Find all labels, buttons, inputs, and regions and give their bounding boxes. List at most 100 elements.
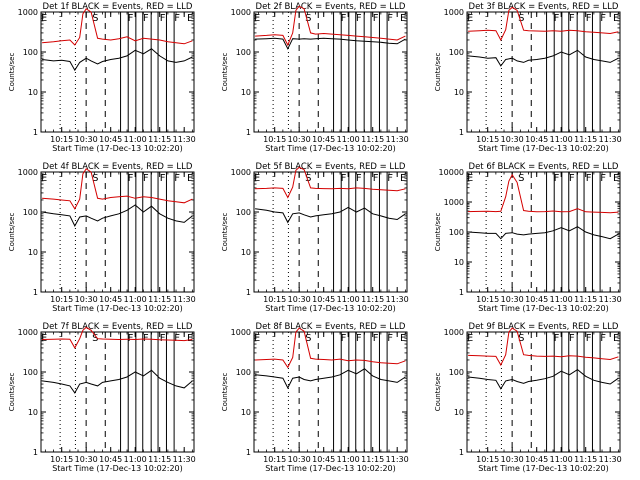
- y-tick-label: 1000: [444, 328, 464, 337]
- y-axis-label: Counts/sec: [434, 213, 442, 252]
- y-axis-label: Counts/sec: [434, 373, 442, 412]
- chart-panel-6: Det 6f BLACK = Events, RED = LLD 1 10 100 10…: [434, 162, 622, 313]
- events-series-line: [255, 206, 406, 224]
- y-tick-label: 1000: [18, 168, 38, 177]
- chart-title: Det 6f BLACK = Events, RED = LLD: [469, 162, 619, 172]
- x-tick-label: 11:30: [599, 135, 622, 144]
- x-tick-label: 10:15: [476, 295, 499, 304]
- x-tick-label: 10:45: [525, 295, 548, 304]
- x-tick-label: 10:45: [525, 135, 548, 144]
- interval-marker-label: S: [92, 333, 98, 344]
- interval-marker-label: E: [613, 13, 619, 24]
- interval-marker-label: F: [341, 333, 347, 344]
- y-tick-label: 1: [459, 128, 464, 137]
- y-tick-label: 100: [449, 228, 464, 237]
- interval-marker-label: F: [586, 173, 592, 184]
- x-tick-label: 10:30: [501, 135, 524, 144]
- interval-marker-label: F: [387, 173, 393, 184]
- x-axis-label: Start Time (17-Dec-13 10:02:20): [265, 304, 396, 313]
- lld-series-line: [255, 5, 406, 47]
- x-tick-label: 10:45: [99, 455, 122, 464]
- y-tick-label: 10: [454, 258, 464, 267]
- y-tick-label: 100: [236, 48, 251, 57]
- interval-marker-label: F: [174, 173, 180, 184]
- y-axis-label: Counts/sec: [221, 53, 229, 92]
- interval-marker-label: F: [600, 173, 606, 184]
- x-axis-label: Start Time (17-Dec-13 10:02:20): [52, 144, 183, 153]
- plot-frame: [253, 171, 408, 293]
- interval-marker-label: F: [356, 173, 362, 184]
- events-series-line: [468, 368, 619, 390]
- plot-frame: [466, 171, 621, 293]
- y-tick-label: 100: [449, 48, 464, 57]
- chart-panel-8: Det 8f BLACK = Events, RED = LLD 1 10 100 10…: [221, 322, 409, 473]
- y-axis-label: Counts/sec: [8, 373, 16, 412]
- y-tick-label: 1000: [18, 328, 38, 337]
- y-tick-label: 100: [23, 368, 38, 377]
- x-tick-label: 10:15: [476, 135, 499, 144]
- interval-marker-label: F: [569, 13, 575, 24]
- interval-marker-label: S: [305, 333, 311, 344]
- chart-panel-9: Det 9f BLACK = Events, RED = LLD 1 10 100 10…: [434, 322, 622, 473]
- interval-marker-label: F: [569, 173, 575, 184]
- lld-series-line: [255, 327, 406, 369]
- x-tick-label: 10:45: [312, 135, 335, 144]
- x-tick-label: 10:45: [99, 135, 122, 144]
- chart-title: Det 7f BLACK = Events, RED = LLD: [43, 322, 193, 332]
- y-tick-label: 1: [33, 128, 38, 137]
- x-tick-label: 10:15: [476, 455, 499, 464]
- x-tick-label: 11:30: [386, 455, 409, 464]
- y-tick-label: 1000: [444, 198, 464, 207]
- interval-marker-label: F: [356, 333, 362, 344]
- y-tick-label: 100: [236, 208, 251, 217]
- interval-marker-label: F: [586, 13, 592, 24]
- x-tick-label: 11:30: [599, 295, 622, 304]
- y-tick-label: 1000: [444, 8, 464, 17]
- x-tick-label: 10:30: [75, 135, 98, 144]
- lld-series-line: [468, 173, 619, 214]
- interval-marker-label: E: [400, 333, 406, 344]
- x-tick-label: 10:15: [263, 455, 286, 464]
- chart-panel-1: Det 1f BLACK = Events, RED = LLD 1 10 100 10…: [8, 2, 196, 153]
- x-tick-label: 11:30: [173, 135, 196, 144]
- interval-marker-label: S: [92, 13, 98, 24]
- x-axis-label: Start Time (17-Dec-13 10:02:20): [478, 464, 609, 473]
- y-tick-label: 1000: [18, 8, 38, 17]
- plot-frame: [40, 171, 195, 293]
- x-axis-label: Start Time (17-Dec-13 10:02:20): [52, 304, 183, 313]
- events-series-line: [42, 48, 193, 72]
- x-tick-label: 10:15: [263, 135, 286, 144]
- interval-marker-label: E: [400, 13, 406, 24]
- y-axis-label: Counts/sec: [434, 53, 442, 92]
- interval-marker-label: F: [128, 173, 134, 184]
- y-tick-label: 10: [241, 248, 251, 257]
- x-tick-label: 11:15: [574, 135, 597, 144]
- interval-marker-label: F: [600, 13, 606, 24]
- x-tick-label: 10:45: [525, 455, 548, 464]
- lld-series-line: [42, 168, 193, 210]
- interval-marker-label: E: [254, 333, 260, 344]
- interval-marker-label: F: [128, 13, 134, 24]
- interval-marker-label: E: [254, 173, 260, 184]
- x-axis-label: Start Time (17-Dec-13 10:02:20): [478, 304, 609, 313]
- x-tick-label: 10:30: [288, 295, 311, 304]
- x-tick-label: 11:15: [361, 455, 384, 464]
- y-tick-label: 10: [28, 248, 38, 257]
- x-tick-label: 11:00: [337, 295, 360, 304]
- y-tick-label: 10000: [439, 168, 464, 177]
- chart-panel-7: Det 7f BLACK = Events, RED = LLD 1 10 100 10…: [8, 322, 196, 473]
- interval-marker-label: S: [518, 13, 524, 24]
- y-tick-label: 1000: [231, 328, 251, 337]
- x-tick-label: 11:00: [124, 135, 147, 144]
- y-tick-label: 100: [236, 368, 251, 377]
- x-tick-label: 11:15: [148, 295, 171, 304]
- plot-frame: [253, 11, 408, 133]
- y-tick-label: 10: [28, 88, 38, 97]
- x-tick-label: 11:00: [337, 135, 360, 144]
- y-tick-label: 1: [459, 448, 464, 457]
- interval-marker-label: F: [387, 333, 393, 344]
- chart-panel-2: Det 2f BLACK = Events, RED = LLD 1 10 100 10…: [221, 2, 409, 153]
- interval-marker-label: E: [41, 333, 47, 344]
- lld-series-line: [468, 6, 619, 42]
- interval-marker-label: F: [143, 333, 149, 344]
